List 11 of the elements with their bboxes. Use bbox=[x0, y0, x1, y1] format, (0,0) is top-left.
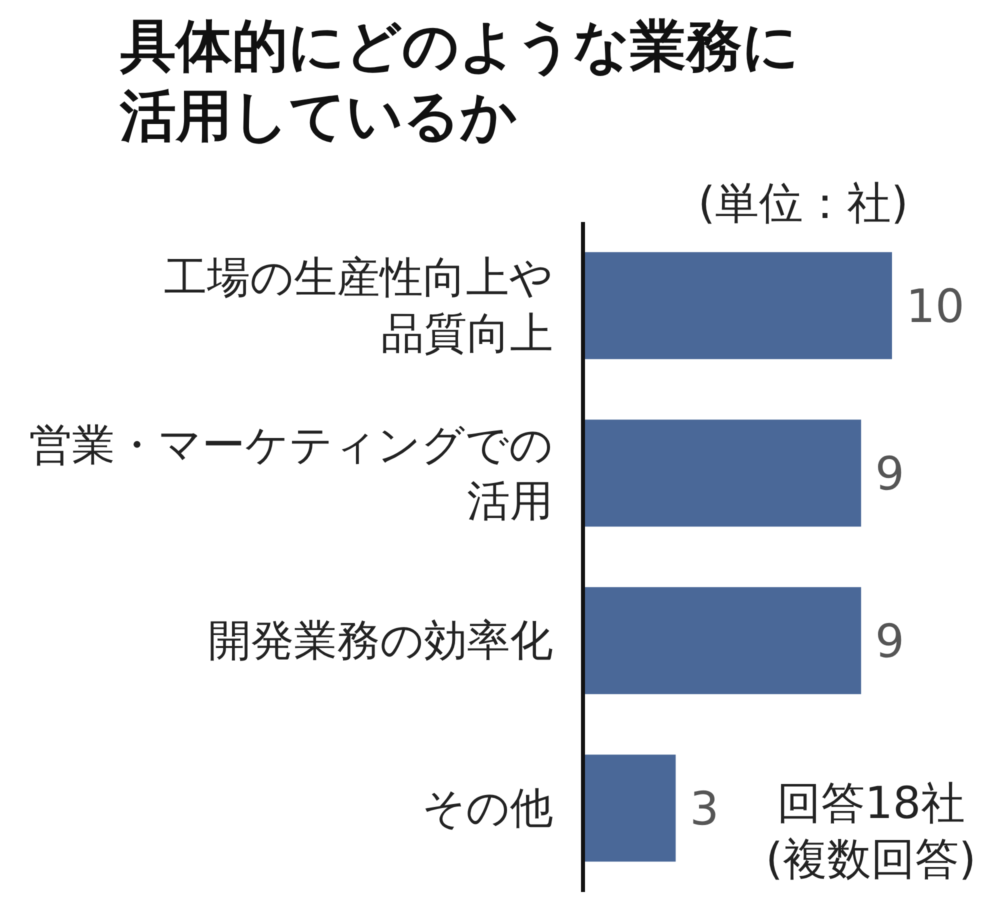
y-tick-label: 工場の生産性向上や品質向上 bbox=[164, 252, 553, 359]
y-tick-label: その他 bbox=[422, 783, 553, 834]
data-label: 9 bbox=[875, 614, 904, 668]
unit-note: (単位：社) bbox=[698, 177, 908, 231]
chart-title: 具体的にどのような業務に活用しているか bbox=[120, 14, 799, 149]
data-label: 9 bbox=[875, 446, 904, 500]
y-tick-label: 営業・マーケティングでの活用 bbox=[29, 420, 553, 526]
y-tick-label: 開発業務の効率化 bbox=[208, 616, 553, 666]
data-label: 10 bbox=[906, 278, 965, 333]
annotation: 回答18社 (複数回答) bbox=[766, 777, 976, 887]
data-label: 3 bbox=[690, 781, 719, 836]
